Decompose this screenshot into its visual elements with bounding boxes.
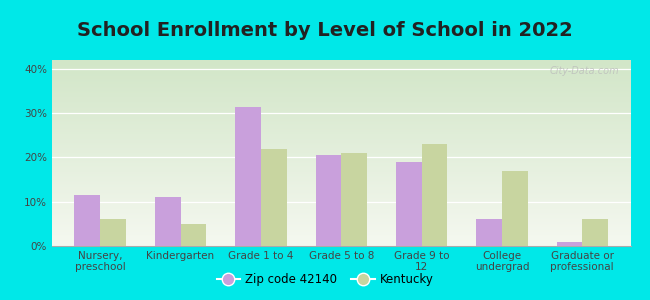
Bar bbox=[261, 148, 287, 246]
Bar bbox=[422, 144, 447, 246]
Bar bbox=[476, 219, 502, 246]
Bar bbox=[502, 171, 528, 246]
Bar bbox=[235, 106, 261, 246]
Bar bbox=[155, 197, 181, 246]
Bar bbox=[181, 224, 206, 246]
Bar bbox=[582, 219, 608, 246]
Bar bbox=[100, 219, 126, 246]
Text: City-Data.com: City-Data.com bbox=[549, 66, 619, 76]
Bar bbox=[75, 195, 100, 246]
Legend: Zip code 42140, Kentucky: Zip code 42140, Kentucky bbox=[212, 269, 438, 291]
Bar bbox=[556, 242, 582, 246]
Text: School Enrollment by Level of School in 2022: School Enrollment by Level of School in … bbox=[77, 21, 573, 40]
Bar bbox=[315, 155, 341, 246]
Bar bbox=[341, 153, 367, 246]
Bar bbox=[396, 162, 422, 246]
